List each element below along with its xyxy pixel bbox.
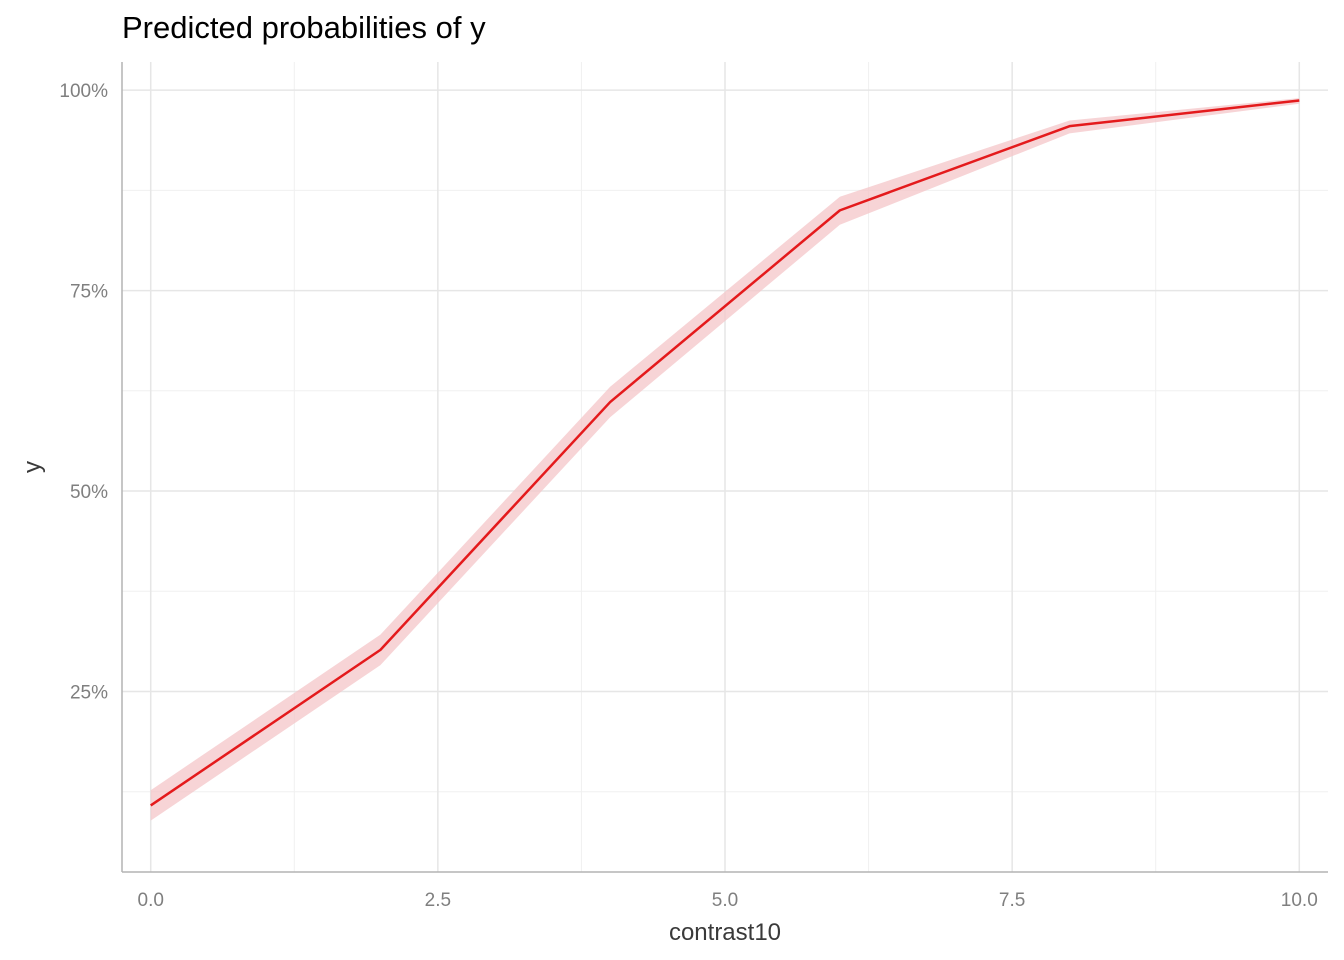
y-tick-label: 100% xyxy=(59,81,108,102)
y-tick-label: 75% xyxy=(70,282,108,303)
y-tick-label: 50% xyxy=(70,482,108,503)
major-grid xyxy=(122,62,1328,872)
x-tick-label: 7.5 xyxy=(999,890,1025,911)
chart-title: Predicted probabilities of y xyxy=(122,10,486,45)
tick-labels: 0.0 2.5 5.0 7.5 10.0 25% 50% 75% 100% xyxy=(59,81,1317,911)
x-tick-label: 0.0 xyxy=(138,890,164,911)
y-tick-label: 25% xyxy=(70,683,108,704)
series-line xyxy=(150,99,1300,807)
x-axis-title: contrast10 xyxy=(669,919,781,946)
x-tick-label: 2.5 xyxy=(425,890,451,911)
axes xyxy=(121,62,1328,873)
x-tick-label: 10.0 xyxy=(1281,890,1318,911)
series-line-layer xyxy=(150,99,1300,807)
x-tick-label: 5.0 xyxy=(712,890,738,911)
y-axis-title: y xyxy=(19,461,46,473)
